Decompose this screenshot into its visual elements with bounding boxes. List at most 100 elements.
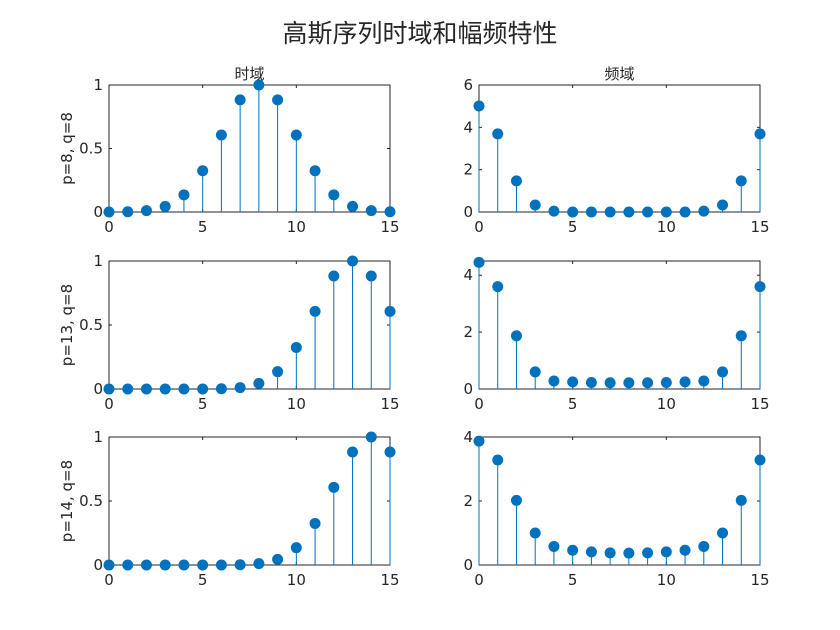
stem-marker <box>529 527 541 539</box>
stem-marker <box>698 375 710 387</box>
x-tick-label: 0 <box>104 218 114 236</box>
stem-marker <box>567 206 579 218</box>
axes-title: 频域 <box>604 65 634 83</box>
x-tick-label: 15 <box>750 571 769 589</box>
stem-marker <box>698 540 710 552</box>
stem-marker <box>529 199 541 211</box>
x-tick-label: 15 <box>750 395 769 413</box>
stem-marker <box>328 270 340 282</box>
stem-marker <box>473 256 485 268</box>
stem-marker <box>272 553 284 565</box>
y-axis-label: p=14, q=8 <box>58 460 76 542</box>
y-tick-label: 2 <box>463 323 473 341</box>
stem-marker <box>660 206 672 218</box>
x-tick-label: 5 <box>568 218 578 236</box>
stem-marker <box>473 435 485 447</box>
y-tick-label: 6 <box>463 76 473 94</box>
stem-marker <box>698 205 710 217</box>
stem-marker <box>253 79 265 91</box>
subplot-4: 0 5 10 15 0 2 4 <box>463 256 770 413</box>
figure-title: 高斯序列时域和幅频特性 <box>282 19 557 48</box>
stem-marker <box>253 377 265 389</box>
y-tick-label: 1 <box>93 428 103 446</box>
stem-marker <box>585 206 597 218</box>
stem-marker <box>290 341 302 353</box>
stem-marker <box>642 547 654 559</box>
stem-marker <box>365 270 377 282</box>
stem-marker <box>215 383 227 395</box>
stem-marker <box>290 542 302 554</box>
stem-marker <box>272 94 284 106</box>
stem-marker <box>604 206 616 218</box>
stem-marker <box>660 376 672 388</box>
x-tick-label: 0 <box>474 218 484 236</box>
stem-marker <box>735 175 747 187</box>
x-tick-label: 0 <box>104 395 114 413</box>
stem-marker <box>253 558 265 570</box>
stem-marker <box>717 527 729 539</box>
stem-marker <box>660 546 672 558</box>
y-tick-label: 0 <box>463 556 473 574</box>
stem-marker <box>122 206 134 218</box>
y-tick-label: 2 <box>463 161 473 179</box>
stem-marker <box>365 431 377 443</box>
x-tick-label: 10 <box>287 395 306 413</box>
subplot-2: 0 5 10 15 0 2 4 6 频域 <box>463 65 769 236</box>
y-tick-label: 0 <box>93 556 103 574</box>
stem-marker <box>347 200 359 212</box>
y-tick-label: 0.5 <box>79 140 103 158</box>
stem-marker <box>178 383 190 395</box>
stem-marker <box>365 205 377 217</box>
x-tick-label: 10 <box>657 218 676 236</box>
x-tick-label: 0 <box>104 571 114 589</box>
y-tick-label: 2 <box>463 492 473 510</box>
stem-marker <box>604 377 616 389</box>
x-tick-label: 15 <box>750 218 769 236</box>
subplot-5: 0 5 10 15 0 0.5 1 p=14, q=8 <box>58 428 400 589</box>
x-tick-label: 0 <box>474 571 484 589</box>
stem-marker <box>642 206 654 218</box>
stem-marker <box>103 206 115 218</box>
stem-marker <box>103 383 115 395</box>
y-axis-label: p=8, q=8 <box>58 112 76 185</box>
stem-marker <box>178 189 190 201</box>
stem-marker <box>735 330 747 342</box>
stem-marker <box>585 546 597 558</box>
stem-marker <box>328 189 340 201</box>
stem-marker <box>679 376 691 388</box>
axes-frame <box>108 436 391 566</box>
stem-marker <box>309 165 321 177</box>
stem-marker <box>510 175 522 187</box>
stem-marker <box>159 383 171 395</box>
stem-marker <box>309 305 321 317</box>
stem-marker <box>492 281 504 293</box>
y-axis-label: p=13, q=8 <box>58 284 76 366</box>
stem-marker <box>717 366 729 378</box>
y-tick-label: 4 <box>463 428 473 446</box>
x-tick-label: 15 <box>380 395 399 413</box>
stem-marker <box>754 281 766 293</box>
x-tick-label: 0 <box>474 395 484 413</box>
y-tick-label: 4 <box>463 118 473 136</box>
stem-marker <box>473 100 485 112</box>
axes-title: 时域 <box>234 65 264 83</box>
y-tick-label: 0 <box>463 203 473 221</box>
stem-marker <box>492 128 504 140</box>
stem-marker <box>328 481 340 493</box>
x-tick-label: 5 <box>568 395 578 413</box>
x-tick-label: 10 <box>287 571 306 589</box>
axes-frame <box>478 260 761 390</box>
stem-marker <box>754 128 766 140</box>
axes-frame <box>478 84 761 213</box>
stem-marker <box>122 559 134 571</box>
stem-marker <box>215 129 227 141</box>
stem-marker <box>140 383 152 395</box>
stem-marker <box>548 375 560 387</box>
y-tick-label: 1 <box>93 252 103 270</box>
subplot-1: 0 5 10 15 0 0.5 1 时域 p=8, q=8 <box>58 65 400 236</box>
y-tick-label: 0 <box>463 380 473 398</box>
stem-marker <box>347 446 359 458</box>
stem-marker <box>234 559 246 571</box>
